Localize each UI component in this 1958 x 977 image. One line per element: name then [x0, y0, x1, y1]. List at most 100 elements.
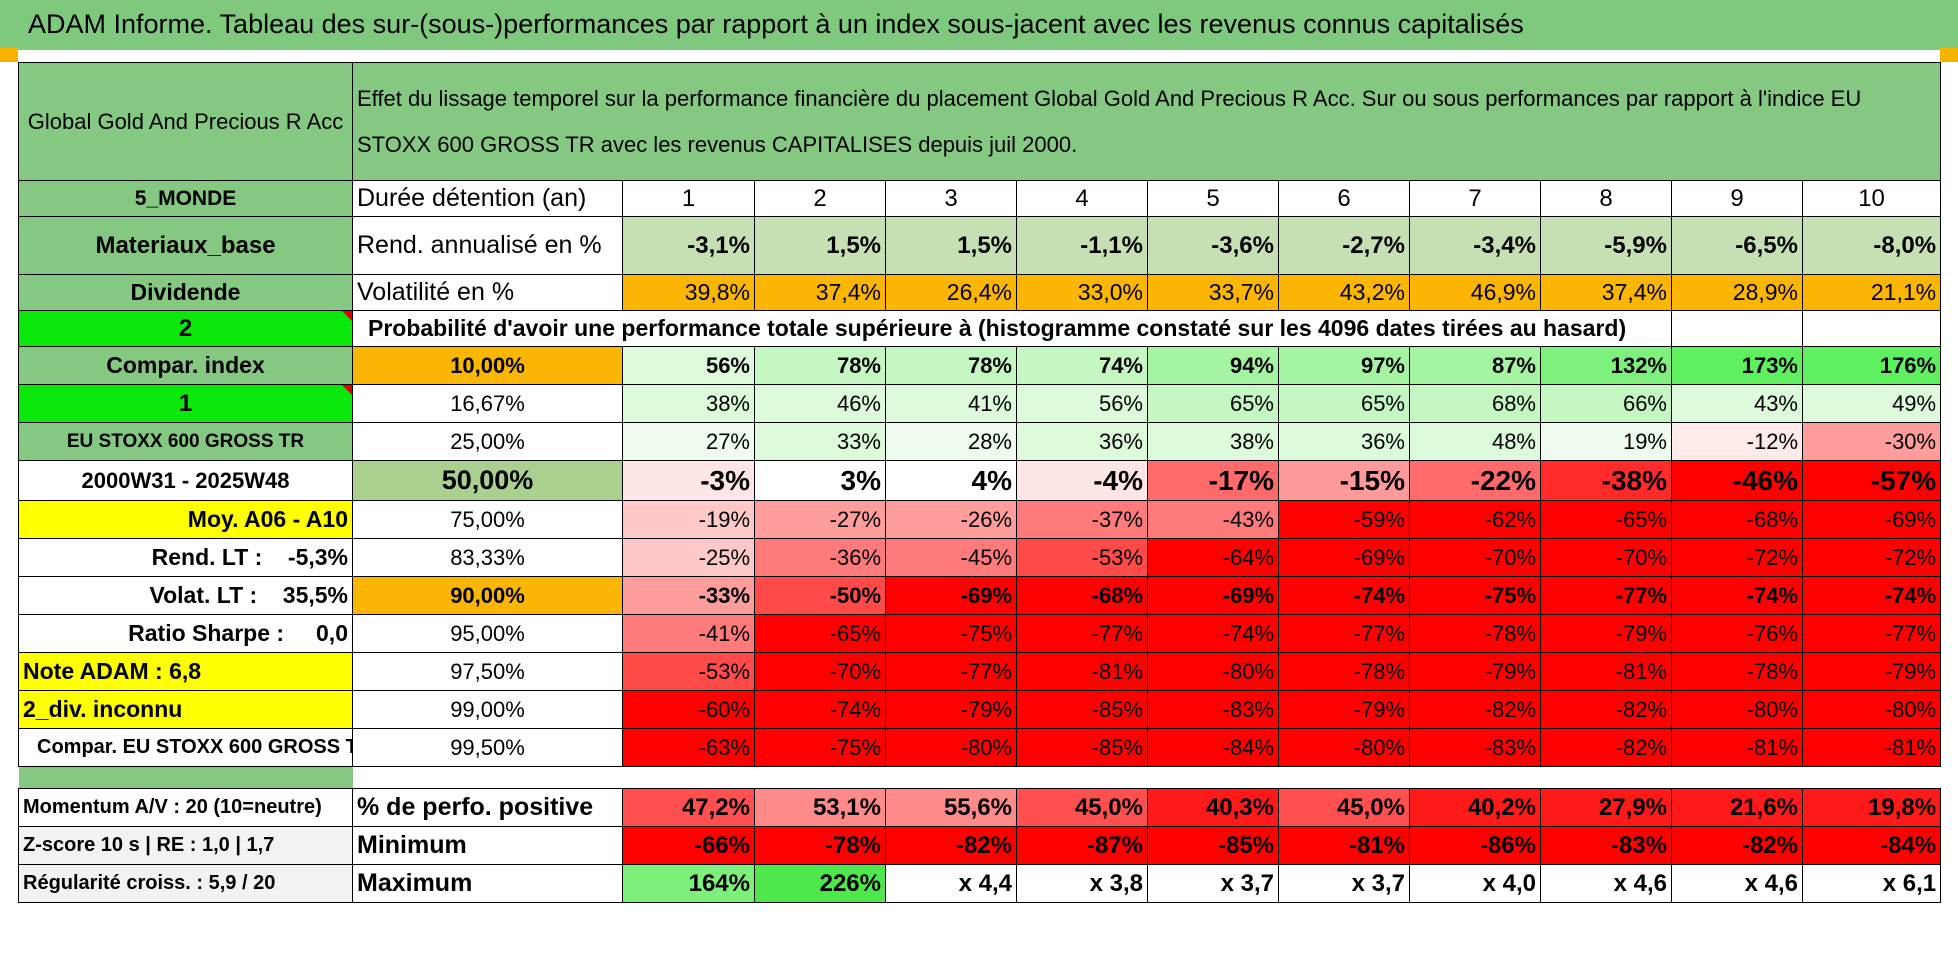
vol-value: 26,4% [885, 274, 1017, 311]
percentile-value: 94% [1147, 346, 1279, 385]
bottom-value: 27,9% [1540, 788, 1672, 827]
percentile-value: -81% [1671, 728, 1803, 767]
percentile-value: 41% [885, 384, 1017, 423]
percentile-value: -68% [1671, 500, 1803, 539]
percentile-value: -68% [1016, 576, 1148, 615]
percentile-value: -82% [1540, 728, 1672, 767]
year-header: 5 [1147, 180, 1279, 217]
bottom-value: 40,3% [1147, 788, 1279, 827]
bottom-value: x 4,4 [885, 864, 1017, 903]
percentile-value: -65% [754, 614, 886, 653]
percentile-value: -4% [1016, 460, 1148, 501]
percentile-level: 50,00% [352, 460, 623, 501]
year-header: 4 [1016, 180, 1148, 217]
period-label: 2000W31 - 2025W48 [18, 460, 353, 501]
percentile-value: -19% [622, 500, 755, 539]
percentile-value: 97% [1278, 346, 1410, 385]
percentile-value: -78% [1671, 652, 1803, 691]
rend-value: -5,9% [1540, 216, 1672, 275]
year-header: 9 [1671, 180, 1803, 217]
year-header: 1 [622, 180, 755, 217]
header-row: Global Gold And Precious R Acc Effet du l… [18, 62, 1942, 181]
bottom-value: x 6,1 [1801, 864, 1942, 903]
percentile-value: -80% [1147, 652, 1279, 691]
percentile-value: -38% [1540, 460, 1672, 501]
percentile-value: -3% [622, 460, 755, 501]
bottom-value: -82% [885, 826, 1017, 865]
bottom-row-label: Maximum [352, 864, 623, 903]
bottom-value: x 3,7 [1278, 864, 1410, 903]
percentile-value: 176% [1801, 346, 1942, 385]
empty-cell [1801, 310, 1942, 347]
percentile-value: 43% [1671, 384, 1803, 423]
percentile-level: 97,50% [352, 652, 623, 691]
percentile-value: -33% [622, 576, 755, 615]
percentile-value: -76% [1671, 614, 1803, 653]
percentile-value: 65% [1278, 384, 1410, 423]
percentile-value: -69% [1801, 500, 1942, 539]
years-row: 5_MONDE Durée détention (an) 1 2 3 4 5 6 7 8 9 10 [18, 180, 1942, 217]
page-title: ADAM Informe. Tableau des sur-(sous-)per… [28, 9, 1524, 39]
vol-value: 37,4% [1540, 274, 1672, 311]
percentile-value: 36% [1278, 422, 1410, 461]
percentile-value: 66% [1540, 384, 1672, 423]
percentile-level: 95,00% [352, 614, 623, 653]
vol-value: 28,9% [1671, 274, 1803, 311]
percentile-value: -74% [1671, 576, 1803, 615]
percentile-value: -82% [1540, 690, 1672, 729]
percentile-value: -79% [1801, 652, 1942, 691]
percentile-value: 46% [754, 384, 886, 423]
percentile-value: -78% [1278, 652, 1410, 691]
percentile-row: EU STOXX 600 GROSS TR 25,00% 27% 33% 28% 36% 3… [18, 422, 1942, 461]
spacer-cell [18, 766, 353, 789]
compar-full-label: Compar. EU STOXX 600 GROSS TR [18, 728, 353, 767]
percentile-value: 27% [622, 422, 755, 461]
bottom-row: Momentum A/V : 20 (10=neutre)% de perfo.… [18, 788, 1942, 827]
percentile-level: 16,67% [352, 384, 623, 423]
year-header: 6 [1278, 180, 1410, 217]
percentile-value: -74% [1278, 576, 1410, 615]
percentile-value: -72% [1801, 538, 1942, 577]
percentile-value: -77% [885, 652, 1017, 691]
bottom-value: x 4,6 [1671, 864, 1803, 903]
percentile-value: -81% [1016, 652, 1148, 691]
percentile-level: 99,00% [352, 690, 623, 729]
rend-value: -3,1% [622, 216, 755, 275]
percentile-value: -78% [1409, 614, 1541, 653]
percentile-value: -43% [1147, 500, 1279, 539]
bottom-value: -66% [622, 826, 755, 865]
year-header: 3 [885, 180, 1017, 217]
rend-value: -1,1% [1016, 216, 1148, 275]
percentile-row: 2000W31 - 2025W48 50,00% -3% 3% 4% -4% -17% -15… [18, 460, 1942, 501]
sharpe-label: Ratio Sharpe : 0,0 [18, 614, 353, 653]
percentile-value: -22% [1409, 460, 1541, 501]
percentile-value: 65% [1147, 384, 1279, 423]
vol-value: 21,1% [1801, 274, 1942, 311]
bottom-value: -85% [1147, 826, 1279, 865]
vol-value: 33,0% [1016, 274, 1148, 311]
bottom-row: Z-score 10 s | RE : 1,0 | 1,7 Minimum -66%… [18, 826, 1942, 865]
percentile-value: -72% [1671, 538, 1803, 577]
percentile-row: Moy. A06 - A10 75,00% -19% -27% -26% -37% -43%… [18, 500, 1942, 539]
rend-row: Materiaux_base Rend. annualisé en % -3,1% 1… [18, 216, 1942, 275]
bottom-value: -82% [1671, 826, 1803, 865]
percentile-value: -27% [754, 500, 886, 539]
bottom-value: 164% [622, 864, 755, 903]
percentile-row: Compar. index 10,00% 56% 78% 78% 74% 94% 97% 87%… [18, 346, 1942, 385]
rend-label: Rend. annualisé en % [352, 216, 623, 275]
percentile-value: 68% [1409, 384, 1541, 423]
vol-value: 39,8% [622, 274, 755, 311]
percentile-value: -50% [754, 576, 886, 615]
percentile-value: -41% [622, 614, 755, 653]
bottom-value: -78% [754, 826, 886, 865]
rend-lt-label: Rend. LT : -5,3% [18, 538, 353, 577]
bottom-value: 226% [754, 864, 886, 903]
percentile-value: -79% [1409, 652, 1541, 691]
bottom-value: 19,8% [1801, 788, 1942, 827]
title-bar: ADAM Informe. Tableau des sur-(sous-)per… [0, 0, 1958, 50]
percentile-value: -75% [754, 728, 886, 767]
year-header: 7 [1409, 180, 1541, 217]
percentile-value: -57% [1801, 460, 1942, 501]
percentile-value: -30% [1801, 422, 1942, 461]
bottom-value: x 3,7 [1147, 864, 1279, 903]
